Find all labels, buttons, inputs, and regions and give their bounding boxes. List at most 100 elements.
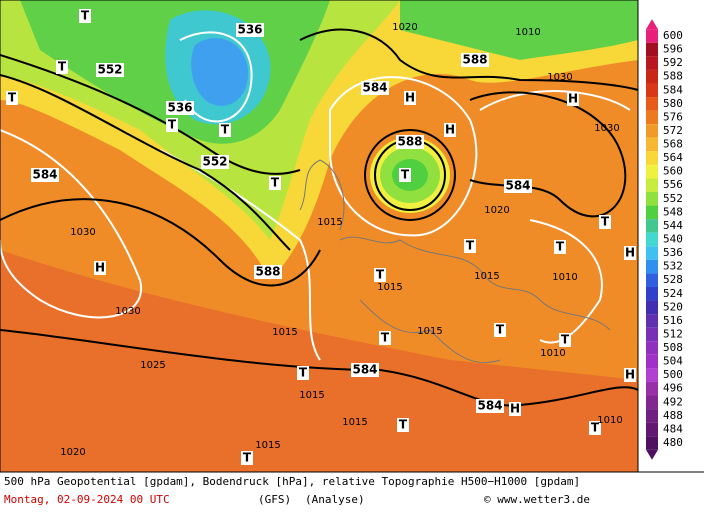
- colorbar-label: 496: [663, 382, 683, 395]
- geopotential-label: 588: [397, 135, 422, 149]
- label-backdrop: [404, 91, 416, 105]
- label-backdrop: [201, 155, 229, 169]
- geopotential-label: 584: [32, 168, 57, 182]
- label-backdrop: [219, 123, 231, 137]
- geopotential-label: 588: [255, 265, 280, 279]
- pressure-center: T: [299, 366, 308, 380]
- pressure-center: T: [168, 118, 177, 132]
- footer-description: 500 hPa Geopotential [gpdam], Bodendruck…: [4, 475, 580, 488]
- label-backdrop: [166, 101, 194, 115]
- colorbar-label: 596: [663, 43, 683, 56]
- colorbar-swatch: [646, 110, 658, 125]
- colorbar-swatch: [646, 192, 658, 206]
- isobar-label: 1010: [540, 348, 565, 359]
- label-backdrop: [599, 215, 611, 229]
- colorbar-label: 548: [663, 205, 683, 218]
- colorbar-swatch: [646, 368, 658, 382]
- colorbar-swatch: [646, 259, 658, 274]
- colorbar-label: 480: [663, 436, 683, 449]
- label-backdrop: [396, 135, 424, 149]
- pressure-center: T: [381, 331, 390, 345]
- label-backdrop: [6, 91, 18, 105]
- footer-kind: (Analyse): [305, 493, 365, 506]
- geopotential-label: 552: [202, 155, 227, 169]
- colorbar-label: 532: [663, 260, 683, 273]
- colorbar-label: 580: [663, 97, 683, 110]
- label-backdrop: [361, 81, 389, 95]
- colorbar-label: 568: [663, 138, 683, 151]
- label-backdrop: [464, 239, 476, 253]
- pressure-center: T: [58, 60, 67, 74]
- label-backdrop: [351, 363, 379, 377]
- label-backdrop: [397, 418, 409, 432]
- pressure-center: T: [561, 333, 570, 347]
- colorbar-label: 572: [663, 124, 683, 137]
- label-backdrop: [476, 399, 504, 413]
- colorbar-label: 540: [663, 233, 683, 246]
- colorbar-swatch: [646, 205, 658, 220]
- isobar-label: 1030: [594, 123, 619, 134]
- label-backdrop: [374, 268, 386, 282]
- isobar-label: 1015: [255, 440, 280, 451]
- label-backdrop: [56, 60, 68, 74]
- colorbar-swatch: [646, 42, 658, 57]
- colorbar-swatch: [646, 232, 658, 247]
- isobar-label: 1015: [377, 282, 402, 293]
- colorbar-label: 484: [663, 422, 683, 435]
- colorbar-swatch: [646, 395, 658, 410]
- colorbar-swatch: [646, 422, 658, 437]
- colorbar-label: 560: [663, 165, 683, 178]
- pressure-center: T: [81, 9, 90, 23]
- colorbar-swatch: [646, 69, 658, 84]
- geopotential-label: 584: [505, 179, 530, 193]
- isobar-label: 1015: [342, 417, 367, 428]
- label-backdrop: [236, 23, 264, 37]
- colorbar-swatch: [646, 124, 658, 138]
- footer-model: (GFS): [258, 493, 291, 506]
- colorbar-label: 516: [663, 314, 683, 327]
- colorbar-swatch: [646, 137, 658, 152]
- colorbar-label: 584: [663, 83, 683, 96]
- pressure-center: H: [445, 123, 455, 137]
- colorbar-label: 556: [663, 178, 683, 191]
- label-backdrop: [379, 331, 391, 345]
- label-backdrop: [494, 323, 506, 337]
- colorbar-label: 576: [663, 110, 683, 123]
- colorbar-swatch: [646, 409, 658, 423]
- colorbar-swatch: [646, 327, 658, 342]
- geopotential-label: 588: [462, 53, 487, 67]
- label-backdrop: [554, 240, 566, 254]
- label-backdrop: [624, 246, 636, 260]
- label-backdrop: [269, 176, 281, 190]
- isobar-label: 1020: [484, 205, 509, 216]
- label-backdrop: [399, 168, 411, 182]
- isobar-label: 1030: [115, 306, 140, 317]
- colorbar-label: 528: [663, 273, 683, 286]
- colorbar-arrow-bottom: [646, 449, 658, 460]
- colorbar-label: 524: [663, 287, 683, 300]
- label-backdrop: [461, 53, 489, 67]
- isobar-label: 1025: [140, 360, 165, 371]
- pressure-center: T: [243, 451, 252, 465]
- pressure-center: H: [568, 92, 578, 106]
- colorbar-swatch: [646, 151, 658, 165]
- colorbar-label: 536: [663, 246, 683, 259]
- pressure-center: T: [8, 91, 17, 105]
- label-backdrop: [504, 179, 532, 193]
- label-backdrop: [79, 9, 91, 23]
- footer-credit: © www.wetter3.de: [484, 493, 590, 506]
- footer-date: Montag, 02-09-2024 00 UTC: [4, 493, 170, 506]
- colorbar-label: 488: [663, 409, 683, 422]
- colorbar-swatch: [646, 219, 658, 233]
- pressure-center: T: [496, 323, 505, 337]
- colorbar-swatch: [646, 341, 658, 355]
- colorbar-label: 592: [663, 56, 683, 69]
- isobar-label: 1015: [299, 390, 324, 401]
- label-backdrop: [297, 366, 309, 380]
- colorbar-swatch: [646, 354, 658, 369]
- pressure-center: T: [591, 421, 600, 435]
- label-backdrop: [559, 333, 571, 347]
- colorbar: 6005965925885845805765725685645605565525…: [646, 19, 683, 460]
- geopotential-label: 584: [362, 81, 387, 95]
